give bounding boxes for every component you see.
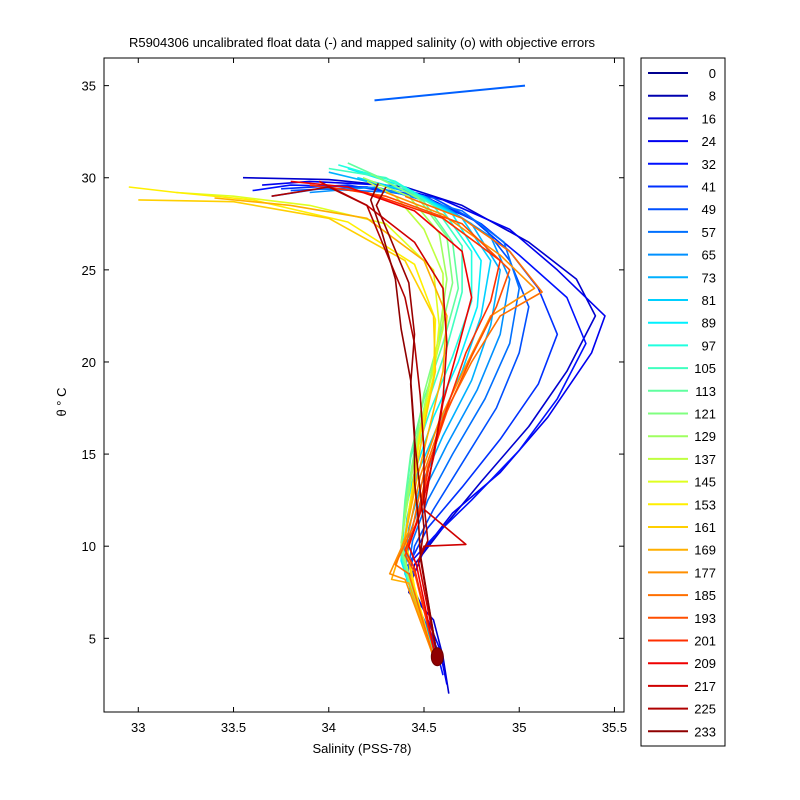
legend-item: 177 xyxy=(648,565,716,580)
y-tick-label: 15 xyxy=(82,447,96,462)
legend-item: 24 xyxy=(648,134,716,149)
legend-item: 57 xyxy=(648,225,716,240)
series-line-209 xyxy=(318,180,467,657)
legend-label: 169 xyxy=(694,543,716,558)
legend-item: 73 xyxy=(648,270,716,285)
legend-item: 161 xyxy=(648,520,716,535)
legend-label: 145 xyxy=(694,475,716,490)
legend-item: 41 xyxy=(648,180,716,195)
profile-lines xyxy=(128,84,606,694)
plot-area xyxy=(103,57,625,713)
x-tick-label: 34.5 xyxy=(411,720,436,735)
series-line-0 xyxy=(374,84,526,102)
legend-item: 225 xyxy=(648,702,716,717)
y-tick-label: 35 xyxy=(82,79,96,94)
series-line-161 xyxy=(214,197,448,657)
legend-label: 113 xyxy=(695,384,716,399)
legend-label: 24 xyxy=(702,134,716,149)
series-line-193 xyxy=(309,184,501,657)
legend-item: 201 xyxy=(648,634,716,649)
series-line-233 xyxy=(369,182,439,657)
legend-item: 65 xyxy=(648,248,716,263)
legend-item: 97 xyxy=(648,338,716,353)
y-tick-label: 25 xyxy=(82,263,96,278)
legend-item: 8 xyxy=(648,89,716,104)
legend-items: 0 8 16 24 32 41 49 57 65 73 81 89 97 105 113 121 129 137 1… xyxy=(648,66,716,739)
mapped-salinity-markers xyxy=(430,647,444,667)
legend-label: 121 xyxy=(694,407,716,422)
legend-label: 225 xyxy=(694,702,716,717)
series-line-201 xyxy=(290,180,473,657)
x-tick-label: 35.5 xyxy=(602,720,627,735)
legend-label: 81 xyxy=(702,293,716,308)
legend-item: 145 xyxy=(648,475,716,490)
legend-label: 193 xyxy=(694,611,716,626)
legend-label: 89 xyxy=(702,316,716,331)
legend-label: 32 xyxy=(702,157,716,172)
x-axis-label: Salinity (PSS-78) xyxy=(313,741,412,756)
legend-item: 121 xyxy=(648,407,716,422)
legend-item: 16 xyxy=(648,111,716,126)
legend-item: 185 xyxy=(648,588,716,603)
legend-item: 49 xyxy=(648,202,716,217)
legend xyxy=(640,57,726,747)
legend-label: 209 xyxy=(694,656,716,671)
legend-item: 81 xyxy=(648,293,716,308)
legend-label: 105 xyxy=(694,361,716,376)
legend-label: 137 xyxy=(694,452,716,467)
legend-label: 0 xyxy=(709,66,716,81)
series-line-217 xyxy=(271,186,439,657)
legend-label: 233 xyxy=(694,724,716,739)
legend-label: 73 xyxy=(702,270,716,285)
y-tick-label: 10 xyxy=(82,539,96,554)
legend-item: 113 xyxy=(648,384,716,399)
legend-item: 89 xyxy=(648,316,716,331)
x-tick-label: 33.5 xyxy=(221,720,246,735)
legend-item: 169 xyxy=(648,543,716,558)
series-line-185 xyxy=(328,186,511,657)
x-tick-label: 34 xyxy=(322,720,336,735)
legend-label: 97 xyxy=(702,338,716,353)
x-tick-label: 33 xyxy=(131,720,145,735)
legend-label: 185 xyxy=(694,588,716,603)
legend-label: 161 xyxy=(694,520,716,535)
legend-label: 8 xyxy=(709,89,716,104)
legend-item: 153 xyxy=(648,497,716,512)
legend-item: 32 xyxy=(648,157,716,172)
chart-title: R5904306 uncalibrated float data (-) and… xyxy=(129,35,596,50)
y-tick-label: 30 xyxy=(82,171,96,186)
legend-label: 65 xyxy=(702,248,716,263)
legend-item: 217 xyxy=(648,679,716,694)
legend-label: 129 xyxy=(694,429,716,444)
mapped-salinity-marker xyxy=(430,647,444,667)
legend-item: 193 xyxy=(648,611,716,626)
legend-item: 105 xyxy=(648,361,716,376)
series-line-97 xyxy=(328,167,463,657)
y-tick-label: 5 xyxy=(89,631,96,646)
legend-label: 201 xyxy=(694,634,716,649)
legend-label: 49 xyxy=(702,202,716,217)
legend-label: 177 xyxy=(694,565,716,580)
legend-item: 129 xyxy=(648,429,716,444)
legend-label: 217 xyxy=(694,679,716,694)
legend-item: 233 xyxy=(648,724,716,739)
y-axis-label: θ ° C xyxy=(54,387,69,416)
legend-label: 41 xyxy=(702,180,716,195)
legend-label: 153 xyxy=(694,497,716,512)
legend-label: 16 xyxy=(702,111,716,126)
legend-item: 0 xyxy=(648,66,716,81)
y-tick-label: 20 xyxy=(82,355,96,370)
x-tick-label: 35 xyxy=(512,720,526,735)
legend-item: 137 xyxy=(648,452,716,467)
legend-item: 209 xyxy=(648,656,716,671)
axis-ticks: 33 33.5 34 34.5 35 35.5 5 10 15 20 25 30 35 xyxy=(82,58,627,735)
legend-label: 57 xyxy=(702,225,716,240)
series-line-153 xyxy=(138,199,437,657)
